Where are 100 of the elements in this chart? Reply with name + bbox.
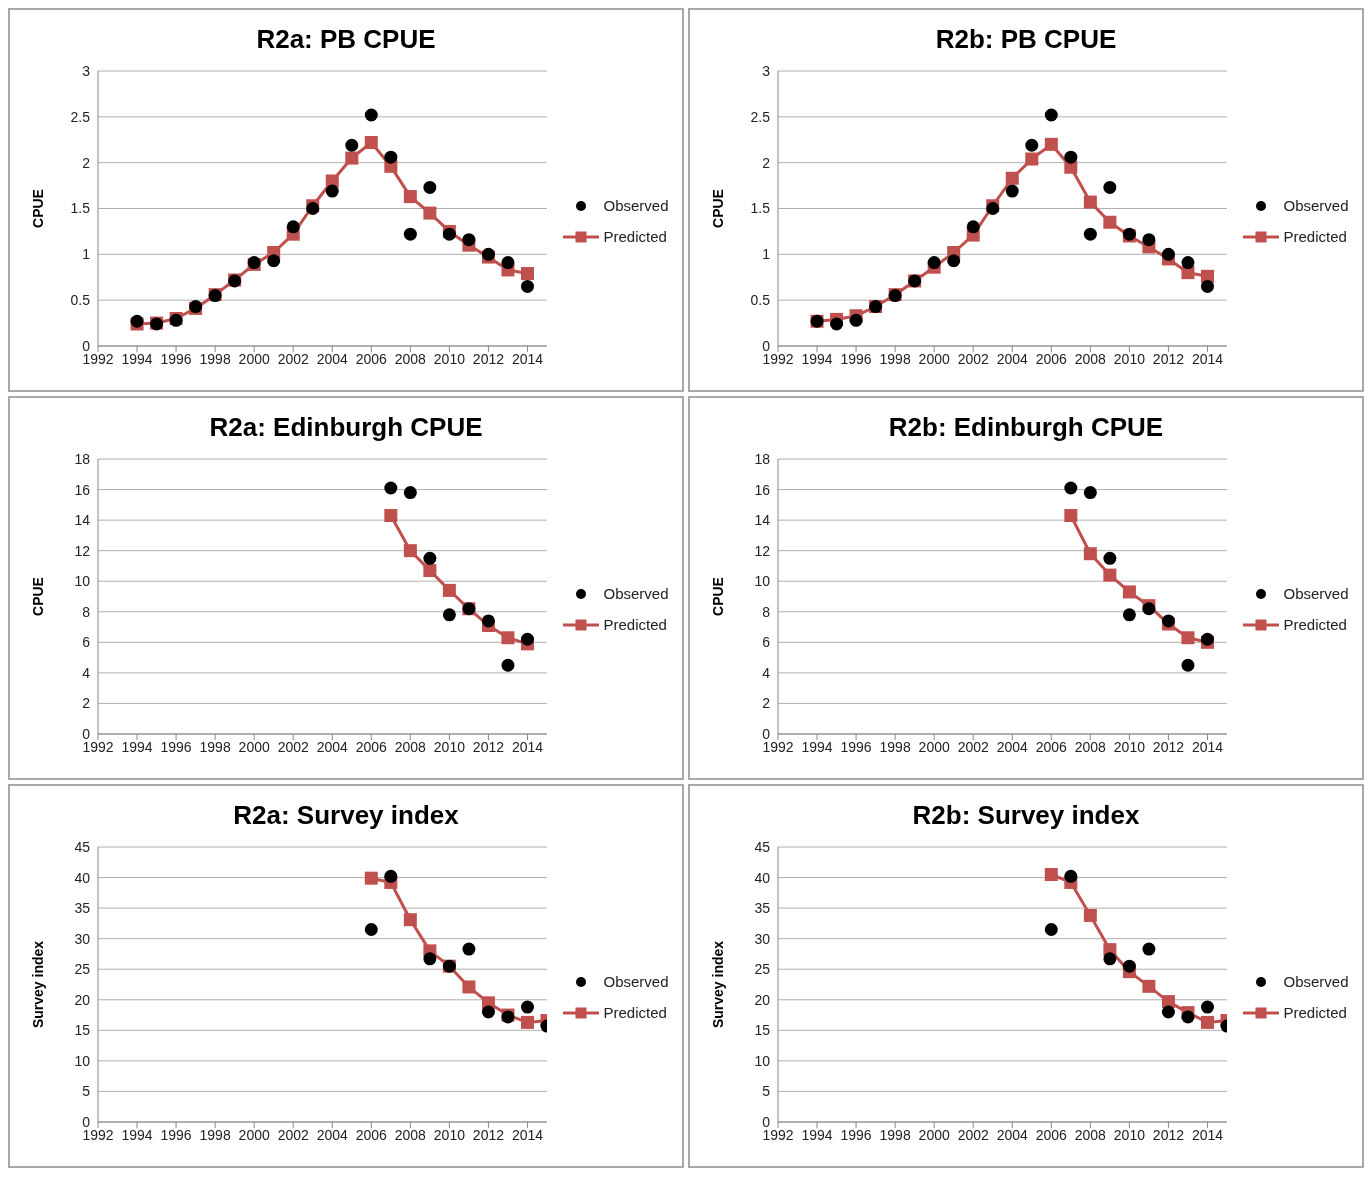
point xyxy=(928,256,942,270)
legend-label: Predicted xyxy=(1283,1004,1347,1021)
x-tick-label: 1996 xyxy=(160,738,193,755)
point xyxy=(1064,150,1078,164)
x-tick-label: 2002 xyxy=(278,738,310,755)
x-tick-label: 2008 xyxy=(395,350,427,367)
y-tick-label: 25 xyxy=(754,961,771,978)
y-tick-label: 6 xyxy=(762,634,771,651)
x-tick-label: 2008 xyxy=(1075,738,1107,755)
x-tick-label: 2014 xyxy=(1192,738,1224,755)
x-tick-label: 2010 xyxy=(434,1126,466,1143)
point xyxy=(1103,551,1117,565)
point xyxy=(850,313,864,327)
x-tick-label: 2004 xyxy=(317,738,349,755)
y-tick-label: 14 xyxy=(754,512,771,529)
point xyxy=(1084,486,1098,500)
legend-label: Predicted xyxy=(603,616,667,633)
y-tick-label: 35 xyxy=(74,900,91,917)
point xyxy=(423,564,437,578)
y-tick-label: 2.5 xyxy=(71,108,91,125)
point xyxy=(1201,1000,1215,1014)
point xyxy=(462,233,476,247)
x-tick-label: 2002 xyxy=(278,350,310,367)
x-tick-label: 2006 xyxy=(356,738,388,755)
point xyxy=(1103,180,1117,194)
x-tick-label: 1996 xyxy=(840,350,873,367)
x-tick-label: 2006 xyxy=(1036,738,1068,755)
x-tick-label: 2000 xyxy=(239,350,271,367)
point xyxy=(462,942,476,956)
y-tick-label: 12 xyxy=(74,542,91,559)
y-tick-label: 4 xyxy=(762,664,771,681)
point xyxy=(423,180,437,194)
point xyxy=(1084,547,1098,561)
x-tick-label: 1998 xyxy=(200,350,232,367)
x-tick-label: 1994 xyxy=(121,350,154,367)
x-tick-label: 2012 xyxy=(473,738,505,755)
y-tick-label: 20 xyxy=(74,991,91,1008)
x-tick-label: 2004 xyxy=(317,350,349,367)
x-tick-label: 2010 xyxy=(1114,1126,1146,1143)
y-tick-label: 35 xyxy=(754,900,771,917)
x-tick-label: 1994 xyxy=(121,1126,154,1143)
x-tick-label: 1998 xyxy=(200,1126,232,1143)
legend-label: Observed xyxy=(1283,197,1349,214)
x-tick-label: 2012 xyxy=(1153,350,1185,367)
x-tick-label: 2000 xyxy=(919,1126,951,1143)
y-tick-label: 30 xyxy=(74,930,91,947)
point xyxy=(501,631,515,645)
point xyxy=(501,658,515,672)
y-axis-title: Survey index xyxy=(30,940,47,1029)
x-tick-label: 2004 xyxy=(317,1126,349,1143)
point xyxy=(1045,923,1059,936)
y-tick-label: 10 xyxy=(754,1052,771,1069)
point xyxy=(482,1005,496,1019)
legend-label: Observed xyxy=(1283,973,1349,990)
x-tick-label: 1994 xyxy=(801,738,834,755)
y-tick-label: 10 xyxy=(754,573,771,590)
chart-title: R2a: Survey index xyxy=(233,800,459,831)
x-tick-label: 2012 xyxy=(473,1126,505,1143)
point xyxy=(1162,995,1176,1009)
y-tick-label: 15 xyxy=(754,1022,771,1039)
x-tick-label: 2002 xyxy=(958,350,990,367)
point xyxy=(1084,908,1098,922)
point xyxy=(1045,108,1059,122)
point xyxy=(1103,568,1117,582)
x-tick-label: 2000 xyxy=(919,350,951,367)
point xyxy=(365,108,379,122)
y-tick-label: 1.5 xyxy=(71,200,91,217)
x-tick-label: 2008 xyxy=(395,1126,427,1143)
y-axis-title: CPUE xyxy=(30,189,47,228)
point xyxy=(423,206,437,220)
x-tick-label: 2004 xyxy=(997,350,1029,367)
point xyxy=(1064,869,1078,883)
x-tick-label: 2004 xyxy=(997,1126,1029,1143)
y-tick-label: 2 xyxy=(82,154,91,171)
x-tick-label: 2014 xyxy=(512,1126,544,1143)
point xyxy=(1142,942,1156,956)
point xyxy=(1162,247,1176,261)
chart-title: R2a: Edinburgh CPUE xyxy=(209,412,483,443)
point xyxy=(404,544,418,558)
y-tick-label: 30 xyxy=(754,930,771,947)
point xyxy=(345,151,359,165)
x-tick-label: 2014 xyxy=(512,350,544,367)
y-tick-label: 4 xyxy=(82,664,91,681)
y-tick-label: 18 xyxy=(74,450,91,467)
point xyxy=(326,184,340,198)
point xyxy=(501,256,515,270)
point xyxy=(443,583,457,597)
y-tick-label: 40 xyxy=(74,869,91,886)
x-tick-label: 2000 xyxy=(919,738,951,755)
y-tick-label: 3 xyxy=(82,62,91,79)
y-tick-label: 2 xyxy=(762,695,771,712)
point xyxy=(345,138,359,152)
y-axis-title: CPUE xyxy=(710,577,727,616)
point xyxy=(830,317,844,331)
point xyxy=(365,871,379,885)
y-tick-label: 0.5 xyxy=(751,292,771,309)
y-tick-label: 1 xyxy=(762,246,771,263)
legend-label: Observed xyxy=(603,585,669,602)
y-tick-label: 1.5 xyxy=(751,200,771,217)
point xyxy=(384,869,398,883)
